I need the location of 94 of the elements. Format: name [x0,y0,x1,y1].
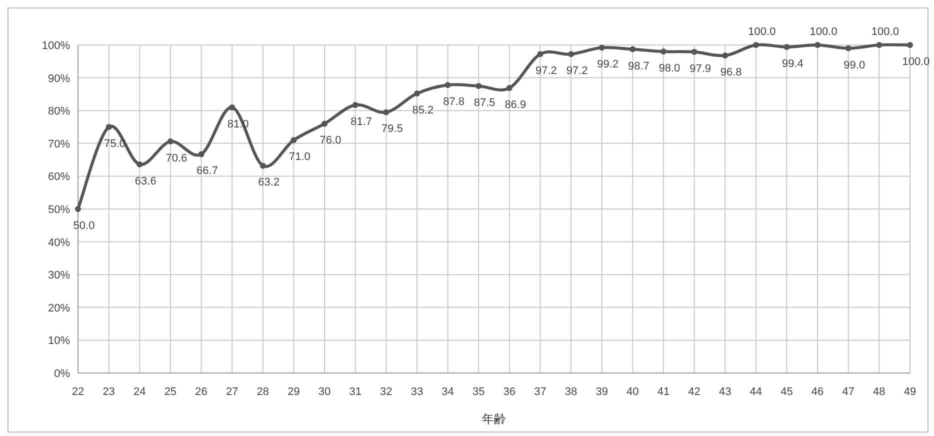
y-tick-label: 20% [48,302,70,314]
data-label: 99.0 [844,59,866,72]
point [352,102,358,108]
data-label: 71.0 [288,151,310,164]
point [752,42,759,48]
x-tick-label: 30 [318,386,331,398]
point [414,90,420,97]
x-tick-label: 37 [534,386,546,398]
x-tick-label: 36 [503,386,516,398]
point [260,162,266,169]
data-label: 86.9 [504,98,526,111]
data-label: 79.5 [381,123,403,136]
x-tick-label: 45 [780,386,793,398]
point [198,151,204,158]
x-tick-label: 22 [72,386,84,398]
data-label: 66.7 [196,165,218,178]
data-label: 100.0 [748,26,776,38]
data-label: 97.2 [566,65,588,78]
point [444,82,451,88]
data-label: 97.2 [536,65,557,78]
x-tick-label: 46 [811,386,824,398]
point [106,124,112,130]
data-label: 63.6 [134,175,156,188]
y-tick-label: 60% [48,171,70,184]
x-axis-title: 年齢 [482,412,506,426]
point [722,52,728,58]
data-label: 81.7 [350,116,372,128]
data-label: 96.8 [720,66,742,78]
point [784,44,790,50]
point [75,206,81,212]
point [537,51,544,58]
point [383,109,390,116]
x-tick-label: 43 [718,386,732,398]
y-tick-label: 40% [48,236,70,249]
x-tick-label: 34 [442,386,454,398]
x-tick-label: 35 [472,386,485,398]
x-tick-label: 33 [410,386,424,398]
x-tick-label: 49 [904,386,916,398]
point [814,42,821,48]
y-tick-label: 0% [54,368,70,380]
y-tick-label: 50% [48,204,70,216]
data-label: 76.0 [320,134,342,147]
y-tick-label: 10% [48,335,70,348]
data-label: 99.4 [782,58,804,70]
x-tick-label: 38 [564,386,578,398]
data-label: 85.2 [412,104,434,117]
point [290,137,297,144]
data-label: 50.0 [73,220,95,232]
point [598,44,605,51]
x-tick-label: 48 [873,386,886,398]
x-tick-label: 25 [164,386,177,398]
data-label: 87.5 [474,97,496,109]
data-label: 99.2 [597,58,619,71]
point [660,48,666,55]
data-label: 63.2 [258,176,280,189]
x-tick-label: 31 [349,386,362,398]
x-tick-label: 42 [688,386,700,398]
data-label: 97.9 [690,62,712,75]
x-tick-label: 27 [226,386,238,398]
y-tick-label: 90% [48,72,70,85]
x-tick-label: 40 [626,386,639,398]
point [568,51,574,58]
data-label: 98.0 [658,62,680,75]
y-tick-label: 100% [42,40,70,52]
point [630,46,636,52]
x-tick-label: 24 [134,386,146,398]
y-tick-label: 30% [48,270,70,282]
point [506,84,512,91]
x-tick-label: 39 [596,386,608,398]
data-label: 100.0 [902,56,930,68]
x-tick-label: 29 [288,386,300,398]
point [322,120,328,127]
y-tick-label: 70% [48,138,70,150]
x-tick-label: 44 [750,386,762,398]
data-label: 100.0 [810,26,838,38]
point [691,48,698,55]
data-label: 98.7 [628,60,650,72]
point [136,161,143,168]
data-label: 87.8 [443,96,464,108]
x-tick-label: 23 [102,386,115,398]
point [845,45,852,52]
y-tick-label: 80% [48,106,70,118]
x-tick-label: 28 [256,386,270,398]
point [167,138,174,144]
x-tick-label: 41 [657,386,670,398]
point [907,42,913,48]
x-tick-label: 32 [380,386,392,398]
point [476,83,482,89]
point [229,104,236,110]
data-label: 100.0 [871,26,899,38]
point [876,42,882,48]
x-tick-label: 26 [195,386,208,398]
x-tick-label: 47 [842,386,854,398]
data-label: 70.6 [166,152,188,164]
